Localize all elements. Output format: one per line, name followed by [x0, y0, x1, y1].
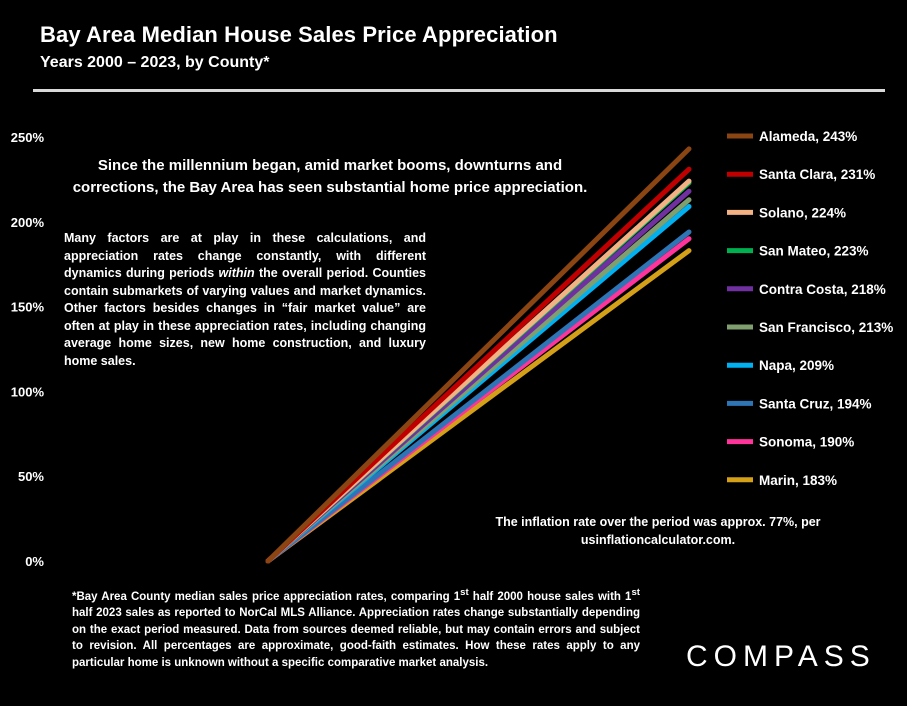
title-divider	[33, 89, 885, 92]
legend-label: Santa Clara, 231%	[759, 167, 875, 182]
y-tick-label: 100%	[11, 384, 45, 399]
legend-label: Napa, 209%	[759, 358, 834, 373]
legend-label: Alameda, 243%	[759, 129, 857, 144]
series-line	[265, 146, 692, 564]
note-emphasis: within	[218, 266, 255, 280]
footnote-text-3: half 2023 sales as reported to NorCal ML…	[72, 607, 640, 669]
inflation-note: The inflation rate over the period was a…	[495, 515, 821, 547]
footnote-sup-2: st	[631, 587, 640, 598]
series-lines	[265, 146, 692, 564]
legend-label: San Francisco, 213%	[759, 320, 893, 335]
note-text-2: the overall period. Counties contain sub…	[64, 266, 426, 368]
compass-logo: COMPASS	[686, 640, 876, 673]
legend-label: Sonoma, 190%	[759, 435, 854, 450]
legend: Alameda, 243% Santa Clara, 231% Solano, 22…	[727, 129, 893, 488]
note-text-1: Many factors are at play in these calcul…	[64, 231, 426, 280]
footnote-text-1: *Bay Area County median sales price appr…	[72, 590, 461, 603]
legend-label: Contra Costa, 218%	[759, 282, 886, 297]
callout-text: Since the millennium began, amid market …	[72, 157, 588, 196]
footnote: *Bay Area County median sales price appr…	[72, 585, 640, 671]
y-axis: 0% 50% 100% 150% 200% 250%	[11, 130, 45, 569]
factors-note: Many factors are at play in these calcul…	[64, 230, 426, 370]
y-tick-label: 50%	[18, 469, 44, 484]
series-line	[265, 229, 692, 564]
legend-label: San Mateo, 223%	[759, 244, 869, 259]
chart-subtitle: Years 2000 – 2023, by County*	[40, 54, 270, 71]
footnote-sup-1: st	[460, 587, 469, 598]
legend-label: Marin, 183%	[759, 473, 837, 488]
chart-title: Bay Area Median House Sales Price Apprec…	[40, 22, 558, 47]
y-tick-label: 250%	[11, 130, 45, 145]
legend-label: Santa Cruz, 194%	[759, 396, 872, 411]
y-tick-label: 200%	[11, 215, 45, 230]
y-tick-label: 0%	[25, 554, 44, 569]
y-tick-label: 150%	[11, 300, 45, 315]
footnote-text-2: half 2000 house sales with 1	[468, 590, 632, 603]
legend-label: Solano, 224%	[759, 205, 846, 220]
